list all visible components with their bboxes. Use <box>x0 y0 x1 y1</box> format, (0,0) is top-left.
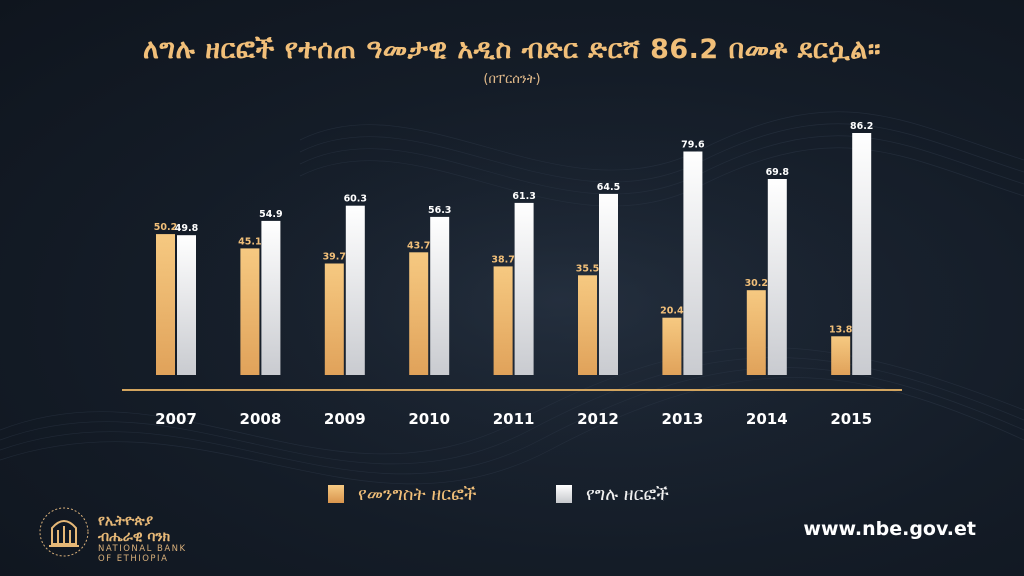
logo-text-am-line2: ብሔራዊ ባንክ <box>98 529 171 545</box>
bar-private-2015 <box>852 133 872 375</box>
legend-label-private: የግሉ ዘርፎች <box>586 483 669 505</box>
chart-title: ለግሉ ዘርፎች የተሰጠ ዓመታዊ አዲስ ብድር ድርሻ 86.2 በመቶ … <box>143 34 881 65</box>
x-tick-label-2015: 2015 <box>830 410 872 428</box>
x-tick-label-2013: 2013 <box>662 410 704 428</box>
bar-government-2008 <box>240 248 260 375</box>
value-label-government-2015: 13.8 <box>829 324 853 335</box>
value-label-government-2007: 50.2 <box>154 222 177 233</box>
bar-private-2007 <box>177 235 196 375</box>
bar-government-2013 <box>662 317 682 375</box>
x-tick-label-2010: 2010 <box>408 410 450 428</box>
legend-swatch-private <box>556 485 572 503</box>
nbe-logo-icon <box>39 507 89 557</box>
legend-swatch-government <box>328 485 344 503</box>
value-label-private-2015: 86.2 <box>850 121 873 132</box>
bar-private-2009 <box>345 205 365 375</box>
bar-private-2013 <box>683 151 703 375</box>
x-tick-label-2008: 2008 <box>240 410 282 428</box>
bar-government-2015 <box>831 336 851 375</box>
bar-government-2007 <box>156 234 175 375</box>
x-tick-label-2011: 2011 <box>493 410 535 428</box>
bar-private-2010 <box>430 216 450 375</box>
legend-item-government: የመንግስት ዘርፎች <box>328 483 476 505</box>
value-label-government-2012: 35.5 <box>576 263 599 274</box>
bar-government-2011 <box>493 266 513 375</box>
value-label-government-2009: 39.7 <box>323 252 346 263</box>
value-label-government-2008: 45.1 <box>238 236 261 247</box>
logo-text-en-line2: OF ETHIOPIA <box>98 554 169 564</box>
x-tick-label-2009: 2009 <box>324 410 366 428</box>
value-label-private-2007: 49.8 <box>175 223 199 234</box>
bar-government-2014 <box>746 290 766 375</box>
legend-item-private: የግሉ ዘርፎች <box>556 483 669 505</box>
value-label-government-2010: 43.7 <box>407 240 430 251</box>
value-label-government-2014: 30.2 <box>745 278 768 289</box>
bar-private-2012 <box>599 193 618 375</box>
value-label-private-2010: 56.3 <box>428 205 451 216</box>
bar-private-2014 <box>767 179 787 375</box>
legend-label-government: የመንግስት ዘርፎች <box>358 483 477 505</box>
value-label-government-2011: 38.7 <box>491 254 514 265</box>
value-label-private-2014: 69.8 <box>766 167 790 178</box>
bar-government-2010 <box>409 252 429 375</box>
bar-private-2011 <box>514 202 534 375</box>
bars-group <box>156 133 872 375</box>
chart-subtitle: (በፐርሰንት) <box>483 72 541 87</box>
x-tick-labels-group: 2007 2008 2009 2010 2011 2012 2013 2014 2015 <box>155 410 872 428</box>
logo-text-am-line1: የኢትዮጵያ <box>98 513 154 529</box>
logo-text-en-line1: NATIONAL BANK <box>98 544 187 554</box>
value-label-private-2011: 61.3 <box>512 191 535 202</box>
x-tick-label-2007: 2007 <box>155 410 197 428</box>
logo-text-english: NATIONAL BANK OF ETHIOPIA <box>98 544 208 564</box>
x-tick-label-2012: 2012 <box>577 410 619 428</box>
website-link[interactable]: www.nbe.gov.et <box>803 518 976 540</box>
value-label-private-2008: 54.9 <box>259 209 282 220</box>
bar-government-2009 <box>324 263 344 375</box>
value-labels-group: 50.249.8 45.1 54.9 39.7 60.3 43.7 56.3 38.7 61.3… <box>154 121 874 335</box>
value-label-government-2013: 20.4 <box>660 306 684 317</box>
value-label-private-2012: 64.5 <box>597 182 620 193</box>
x-tick-label-2014: 2014 <box>746 410 788 428</box>
value-label-private-2009: 60.3 <box>344 194 367 205</box>
value-label-private-2013: 79.6 <box>681 140 705 151</box>
bar-private-2008 <box>261 220 281 375</box>
bar-government-2012 <box>578 275 597 375</box>
logo-text-amharic: የኢትዮጵያ ብሔራዊ ባንክ <box>98 513 208 545</box>
